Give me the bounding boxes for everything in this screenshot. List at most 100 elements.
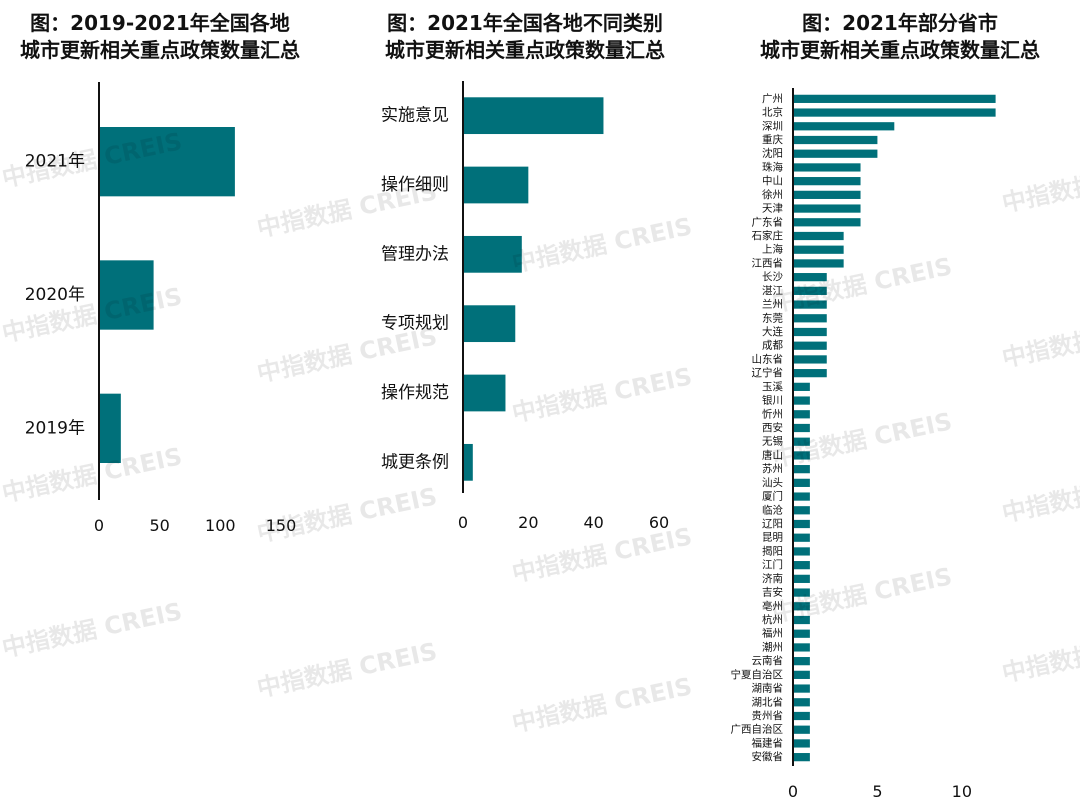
category-label: 城更条例: [381, 452, 449, 472]
chart-panel-1: 图：2019-2021年全国各地 城市更新相关重点政策数量汇总 2021年 202…: [0, 0, 330, 809]
bar: [793, 643, 810, 652]
category-label: 天津: [762, 203, 783, 215]
bar: [463, 97, 604, 135]
chart-1-svg: 2021年 2020年 2019年 0 50 100 150: [25, 82, 297, 535]
bar: [793, 437, 810, 446]
chart-1-title-line-1: 图：2019-2021年全国各地: [30, 11, 290, 35]
category-label: 杭州: [762, 613, 783, 626]
x-tick-label: 100: [205, 516, 236, 535]
bar: [793, 314, 827, 323]
category-label: 沈阳: [762, 147, 783, 160]
category-label: 广西自治区: [731, 723, 784, 736]
category-label: 潮州: [762, 640, 783, 653]
category-label: 宁夏自治区: [731, 668, 784, 681]
bar: [793, 177, 861, 186]
bar: [463, 235, 522, 273]
category-label: 揭阳: [762, 544, 783, 557]
bar: [793, 629, 810, 638]
chart-3-svg: 广州北京深圳重庆沈阳珠海中山徐州天津广东省石家庄上海江西省长沙湛江兰州东莞大连成…: [731, 88, 996, 801]
bar: [793, 327, 827, 337]
bar: [793, 204, 861, 213]
category-label: 管理办法: [381, 244, 449, 264]
chart-1-title-line-2: 城市更新相关重点政策数量汇总: [20, 38, 300, 62]
category-label: 实施意见: [381, 106, 449, 126]
x-tick-label: 0: [458, 513, 468, 532]
x-tick-label: 20: [518, 513, 538, 532]
x-tick-label: 60: [649, 513, 669, 532]
bar: [793, 286, 827, 295]
category-label: 无锡: [762, 435, 783, 448]
category-label: 汕头: [762, 477, 783, 489]
category-label: 山东省: [752, 352, 784, 365]
bar: [793, 506, 810, 515]
bar: [793, 259, 844, 268]
bar: [793, 657, 810, 666]
bar: [793, 465, 810, 474]
category-label: 成都: [762, 340, 783, 352]
bar: [793, 423, 810, 433]
category-label: 贵州省: [752, 709, 784, 722]
bar: [793, 739, 810, 748]
category-label: 2021年: [25, 152, 85, 172]
category-label: 济南: [762, 572, 783, 585]
category-label: 昆明: [762, 532, 783, 544]
category-label: 广东省: [752, 215, 784, 228]
x-tick-label: 10: [952, 782, 972, 801]
bar: [463, 166, 529, 204]
bar: [793, 273, 827, 282]
category-label: 2019年: [25, 418, 85, 438]
chart-panel-2: 图：2021年全国各地不同类别 城市更新相关重点政策数量汇总 实施意见操作细则管…: [355, 0, 695, 809]
bar: [793, 163, 861, 172]
category-label: 长沙: [762, 271, 783, 283]
x-tick-label: 50: [149, 516, 169, 535]
category-label: 福州: [762, 627, 783, 640]
bar: [793, 698, 810, 707]
bar: [793, 355, 827, 364]
category-label: 辽宁省: [752, 366, 784, 379]
category-label: 江门: [762, 558, 783, 571]
category-label: 湛江: [762, 285, 783, 297]
x-tick-label: 150: [266, 516, 297, 535]
category-label: 徐州: [762, 188, 783, 201]
bar: [99, 260, 154, 330]
bar: [793, 135, 878, 145]
bar: [793, 245, 844, 254]
bar: [793, 94, 996, 103]
x-tick-label: 5: [872, 782, 882, 801]
category-label: 忻州: [762, 407, 783, 420]
category-label: 苏州: [762, 462, 783, 475]
bar: [793, 122, 895, 131]
category-label: 吉安: [762, 586, 783, 599]
bar: [793, 725, 810, 734]
bar: [793, 478, 810, 487]
bar: [793, 684, 810, 693]
category-label: 福建省: [752, 736, 784, 749]
bar: [793, 492, 810, 501]
category-label: 东莞: [762, 311, 783, 324]
bar: [793, 300, 827, 309]
chart-2-title: 图：2021年全国各地不同类别 城市更新相关重点政策数量汇总: [355, 10, 695, 64]
x-tick-label: 0: [788, 782, 798, 801]
bar: [793, 533, 810, 542]
bar: [793, 602, 810, 611]
chart-2-title-line-1: 图：2021年全国各地不同类别: [387, 11, 663, 35]
category-label: 重庆: [762, 133, 783, 146]
chart-1-title: 图：2019-2021年全国各地 城市更新相关重点政策数量汇总: [0, 10, 325, 64]
bar: [99, 127, 235, 197]
bar: [793, 451, 810, 460]
bar: [793, 218, 861, 227]
bar: [793, 149, 878, 158]
category-label: 石家庄: [752, 229, 784, 242]
bar: [793, 369, 827, 378]
category-label: 亳州: [762, 599, 783, 612]
category-label: 辽阳: [762, 518, 783, 530]
category-label: 湖南省: [752, 682, 784, 695]
bar: [99, 393, 121, 463]
bar: [793, 519, 810, 529]
bar: [793, 382, 810, 391]
chart-panel-3: 图：2021年部分省市 城市更新相关重点政策数量汇总 广州 北京 深圳 重庆 沈阳 珠海中…: [720, 0, 1080, 809]
category-label: 操作细则: [381, 175, 449, 195]
category-label: 上海: [762, 243, 783, 256]
bar: [463, 374, 506, 412]
